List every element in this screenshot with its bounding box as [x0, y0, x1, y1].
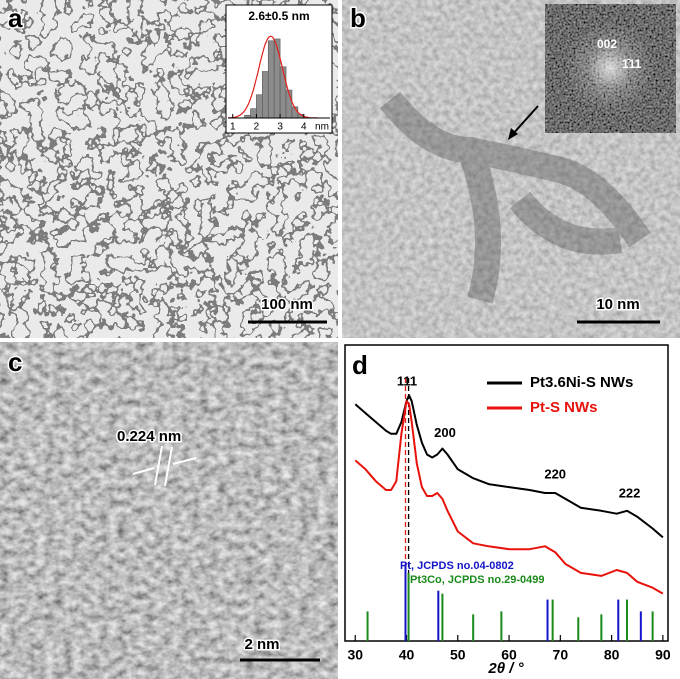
x-tick-label: 90 — [655, 647, 671, 663]
legend-label: Pt-S NWs — [530, 399, 598, 416]
reference-label: Pt, JCPDS no.04-0802 — [400, 560, 514, 572]
arrowhead — [508, 128, 518, 140]
plot-frame — [344, 344, 669, 642]
panel-label: c — [8, 347, 22, 377]
fit-curve — [227, 35, 318, 119]
scale-bar-label: 100 nm — [261, 296, 313, 313]
legend-label: Pt3.6Ni-S NWs — [530, 374, 633, 391]
bar — [250, 108, 257, 119]
bar — [279, 66, 287, 119]
x-tick-label: 50 — [450, 647, 466, 663]
panel-label: a — [8, 3, 23, 33]
lattice-spacing: 0.224 nm — [117, 428, 181, 445]
lattice-line — [154, 445, 163, 486]
x-tick-label: 40 — [399, 647, 415, 663]
x-tick-label: 1 — [230, 122, 236, 133]
arrow — [511, 105, 539, 136]
x-tick-label: 30 — [347, 647, 363, 663]
x-axis-label: nm — [315, 122, 329, 133]
x-tick-label: 80 — [604, 647, 620, 663]
panel-label: b — [350, 3, 366, 33]
bar — [256, 94, 263, 119]
x-tick-label: 3 — [277, 122, 283, 133]
x-tick-label: 70 — [553, 647, 569, 663]
scale-bar-label: 10 nm — [596, 296, 639, 313]
fft-halo — [565, 23, 655, 113]
bar — [267, 40, 275, 119]
series-line — [354, 400, 664, 595]
arrow — [132, 467, 155, 475]
nanowire-shadow — [379, 91, 651, 304]
x-tick-label: 2 — [254, 122, 260, 133]
peak-label: 220 — [544, 466, 566, 481]
bar — [262, 71, 269, 119]
scale-bar-label: 2 nm — [244, 636, 279, 653]
x-axis-label: 2θ / ° — [487, 660, 524, 677]
panel-label: d — [352, 350, 368, 380]
fft-label: 1̄11 — [622, 57, 642, 71]
lattice-line — [164, 446, 173, 487]
series-line — [354, 394, 664, 539]
peak-label: 222 — [619, 486, 641, 501]
hrtem-image-c — [0, 342, 338, 679]
inset-title: 2.6±0.5 nm — [248, 9, 309, 23]
fft-label: 002 — [597, 37, 617, 51]
peak-label: 111 — [397, 373, 417, 388]
peak-label: 200 — [434, 425, 456, 440]
x-tick-label: 60 — [501, 647, 517, 663]
x-tick-label: 4 — [301, 122, 307, 133]
bar — [273, 38, 281, 119]
arrow — [172, 457, 197, 465]
reference-label: Pt3Co, JCPDS no.29-0499 — [410, 574, 545, 586]
